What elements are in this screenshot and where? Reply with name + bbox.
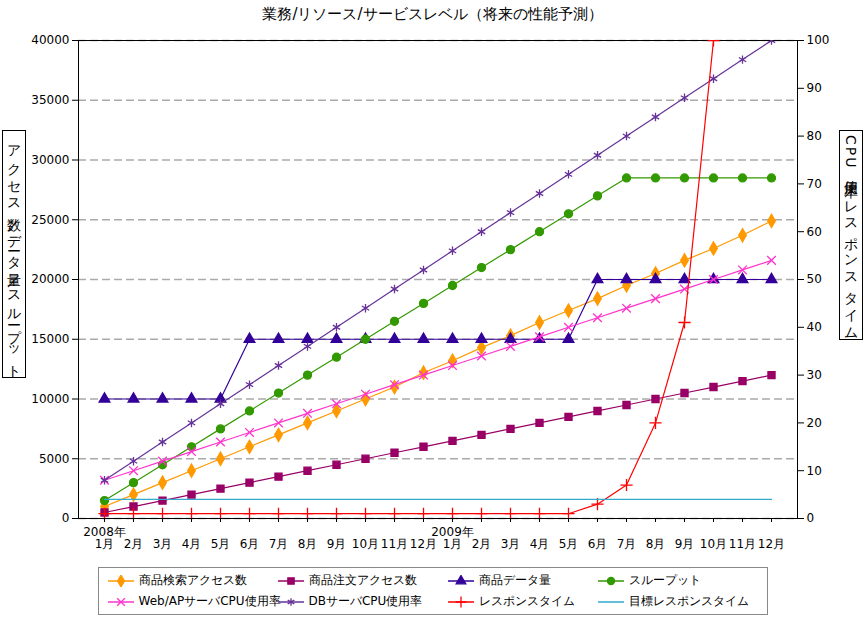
- html-text:CPU使用率／レスポンスタイム: CPU使用率／レスポンスタイム: [843, 135, 859, 336]
- svg-text:12月: 12月: [410, 537, 437, 551]
- svg-text:11月: 11月: [729, 537, 756, 551]
- svg-text:40: 40: [807, 320, 822, 334]
- svg-text:10000: 10000: [31, 392, 69, 406]
- html-text:商品データ量: 商品データ量: [478, 573, 551, 587]
- html-text:商品注文アクセス数: 商品注文アクセス数: [308, 573, 417, 587]
- svg-text:8月: 8月: [646, 537, 666, 551]
- svg-text:6月: 6月: [240, 537, 260, 551]
- svg-text:4月: 4月: [182, 537, 202, 551]
- svg-text:2月: 2月: [124, 537, 144, 551]
- html-text:Web/APサーバCPU使用率: Web/APサーバCPU使用率: [138, 594, 281, 608]
- html-text:業務/リソース/サービスレベル（将来の性能予測）: 業務/リソース/サービスレベル（将来の性能予測）: [262, 5, 603, 23]
- svg-text:40000: 40000: [31, 33, 69, 47]
- svg-text:5000: 5000: [39, 452, 70, 466]
- svg-text:10: 10: [807, 464, 822, 478]
- svg-text:0: 0: [62, 511, 70, 525]
- svg-text:20000: 20000: [31, 272, 69, 286]
- svg-text:90: 90: [807, 81, 822, 95]
- svg-text:60: 60: [807, 225, 822, 239]
- svg-text:2008年1月: 2008年1月: [83, 525, 126, 551]
- svg-text:2月: 2月: [472, 537, 492, 551]
- svg-text:11月: 11月: [381, 537, 408, 551]
- svg-text:9月: 9月: [327, 537, 347, 551]
- svg-text:7月: 7月: [617, 537, 637, 551]
- svg-text:70: 70: [807, 177, 822, 191]
- svg-text:7月: 7月: [269, 537, 289, 551]
- svg-text:20: 20: [807, 416, 822, 430]
- svg-text:2009年1月: 2009年1月: [431, 525, 474, 551]
- svg-text:30000: 30000: [31, 153, 69, 167]
- svg-text:30: 30: [807, 368, 822, 382]
- svg-text:25000: 25000: [31, 213, 69, 227]
- svg-text:35000: 35000: [31, 93, 69, 107]
- svg-text:5月: 5月: [211, 537, 231, 551]
- svg-text:50: 50: [807, 272, 822, 286]
- svg-text:100: 100: [807, 33, 830, 47]
- svg-text:4月: 4月: [530, 537, 550, 551]
- svg-text:10月: 10月: [700, 537, 727, 551]
- html-text:目標レスポンスタイム: 目標レスポンスタイム: [628, 594, 749, 608]
- svg-text:3月: 3月: [501, 537, 521, 551]
- svg-text:6月: 6月: [588, 537, 608, 551]
- svg-text:10月: 10月: [352, 537, 379, 551]
- svg-text:8月: 8月: [298, 537, 318, 551]
- html-text:アクセス数／データ量／スループット: アクセス数／データ量／スループット: [6, 135, 22, 373]
- svg-text:80: 80: [807, 129, 822, 143]
- html-text:DBサーバCPU使用率: DBサーバCPU使用率: [308, 594, 423, 608]
- html-text:商品検索アクセス数: 商品検索アクセス数: [138, 573, 247, 587]
- svg-text:15000: 15000: [31, 332, 69, 346]
- svg-text:5月: 5月: [559, 537, 579, 551]
- svg-text:9月: 9月: [675, 537, 695, 551]
- svg-text:12月: 12月: [758, 537, 785, 551]
- html-text:レスポンスタイム: レスポンスタイム: [478, 594, 575, 608]
- svg-text:3月: 3月: [153, 537, 173, 551]
- html-text:スループット: スループット: [628, 573, 701, 587]
- svg-text:0: 0: [807, 511, 815, 525]
